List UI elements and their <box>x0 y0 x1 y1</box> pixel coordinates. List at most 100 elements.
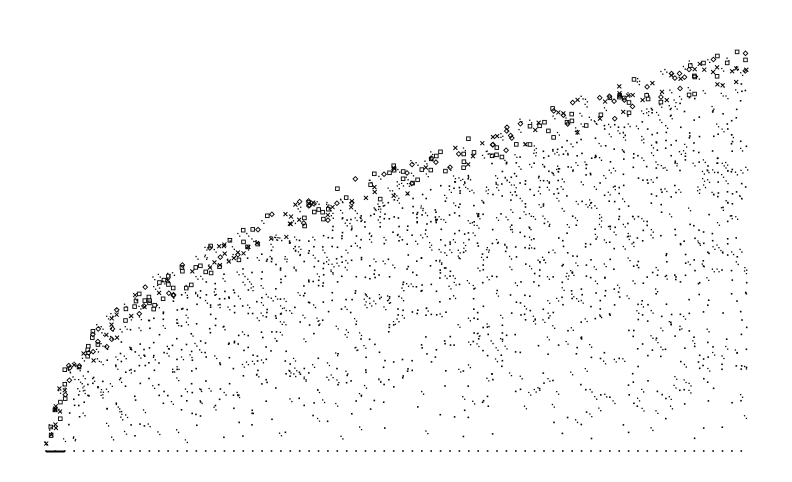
data-point-73 <box>731 450 733 452</box>
data-point-1319 <box>534 319 536 321</box>
data-point-1629 <box>628 394 630 396</box>
data-point-946 <box>415 286 418 288</box>
data-point-774 <box>354 242 358 247</box>
data-point-2036 <box>735 365 738 367</box>
data-point-561 <box>280 278 282 281</box>
data-point-1481 <box>585 411 588 413</box>
data-point-1201 <box>500 314 504 319</box>
data-point-689 <box>325 212 331 218</box>
data-point-1855 <box>688 382 692 387</box>
data-point-1392 <box>557 344 560 346</box>
data-point-211 <box>128 369 133 374</box>
data-point-1966 <box>720 207 725 211</box>
data-point-1224 <box>504 250 507 253</box>
data-point-1595 <box>618 192 620 195</box>
data-point-417 <box>221 243 227 249</box>
data-point-468 <box>241 305 244 307</box>
data-point-1211 <box>500 136 504 141</box>
data-point-1282 <box>524 206 527 208</box>
data-point-1848 <box>689 223 691 226</box>
data-point-647 <box>313 245 315 248</box>
data-point-1623 <box>621 97 628 104</box>
data-point-1874 <box>693 437 696 440</box>
data-point-1880 <box>697 240 701 245</box>
data-point-1843 <box>684 253 687 256</box>
data-point-1090 <box>461 165 466 170</box>
data-point-628 <box>303 260 305 263</box>
data-point-858 <box>386 300 391 304</box>
data-point-1133 <box>477 332 481 337</box>
data-point-1568 <box>609 396 611 398</box>
data-point-1087 <box>462 370 465 372</box>
data-point-1338 <box>542 205 545 207</box>
data-point-1126 <box>477 213 480 215</box>
data-point-332 <box>186 296 189 299</box>
data-point-579 <box>283 298 287 303</box>
data-point-1404 <box>561 146 563 148</box>
data-point-489 <box>252 412 254 415</box>
data-point-458 <box>236 391 240 396</box>
data-point-1419 <box>567 166 569 168</box>
data-point-1373 <box>553 193 555 195</box>
data-point-1297 <box>529 309 532 312</box>
data-point-971 <box>423 165 429 170</box>
data-point-546 <box>271 418 273 421</box>
data-point-43 <box>449 450 451 452</box>
data-point-1380 <box>552 379 554 382</box>
data-point-714 <box>335 325 339 330</box>
data-point-1402 <box>562 303 564 306</box>
data-point-1163 <box>485 186 490 191</box>
data-point-1938 <box>713 135 715 138</box>
data-point-577 <box>283 211 288 217</box>
data-point-157 <box>100 394 104 399</box>
data-point-1147 <box>482 268 485 271</box>
data-point-645 <box>305 202 312 209</box>
data-point-706 <box>331 291 334 294</box>
data-point-1265 <box>519 231 521 234</box>
data-point-1517 <box>595 238 597 240</box>
data-point-333 <box>185 314 189 319</box>
data-point-796 <box>365 356 367 359</box>
data-point-1030 <box>443 267 446 269</box>
data-point-794 <box>364 226 366 228</box>
data-point-1348 <box>542 119 547 125</box>
data-point-1437 <box>571 215 574 217</box>
data-point-447 <box>232 367 235 370</box>
data-point-513 <box>260 331 263 333</box>
data-point-1987 <box>726 238 729 240</box>
data-point-1171 <box>492 378 494 381</box>
data-point-755 <box>350 380 352 382</box>
data-point-803 <box>369 265 371 267</box>
data-point-1506 <box>589 172 592 175</box>
data-point-2018 <box>731 401 733 404</box>
data-point-1991 <box>725 338 728 340</box>
data-point-1871 <box>692 162 696 167</box>
data-point-879 <box>392 324 395 326</box>
data-point-376 <box>204 254 208 259</box>
data-point-1824 <box>680 360 682 363</box>
data-point-1518 <box>595 292 597 294</box>
data-point-615 <box>297 208 301 213</box>
data-point-438 <box>228 382 231 385</box>
data-point-1861 <box>686 92 692 98</box>
data-point-1902 <box>702 427 705 429</box>
data-point-1184 <box>490 153 495 158</box>
data-point-871 <box>392 361 395 363</box>
data-point-67 <box>674 450 677 452</box>
data-point-812 <box>369 277 371 280</box>
data-point-1382 <box>552 115 556 120</box>
data-point-1309 <box>532 215 537 220</box>
data-point-1002 <box>435 218 437 221</box>
data-point-1545 <box>603 194 606 197</box>
data-point-502 <box>255 374 258 376</box>
data-point-490 <box>252 354 254 356</box>
data-point-912 <box>406 183 411 187</box>
data-point-197 <box>119 408 123 413</box>
data-point-667 <box>317 389 319 391</box>
data-point-523 <box>265 378 267 381</box>
data-point-1758 <box>659 104 663 108</box>
data-point-343 <box>190 350 193 353</box>
data-point-1575 <box>609 161 612 163</box>
data-point-193 <box>120 360 123 363</box>
data-point-1956 <box>715 53 720 59</box>
